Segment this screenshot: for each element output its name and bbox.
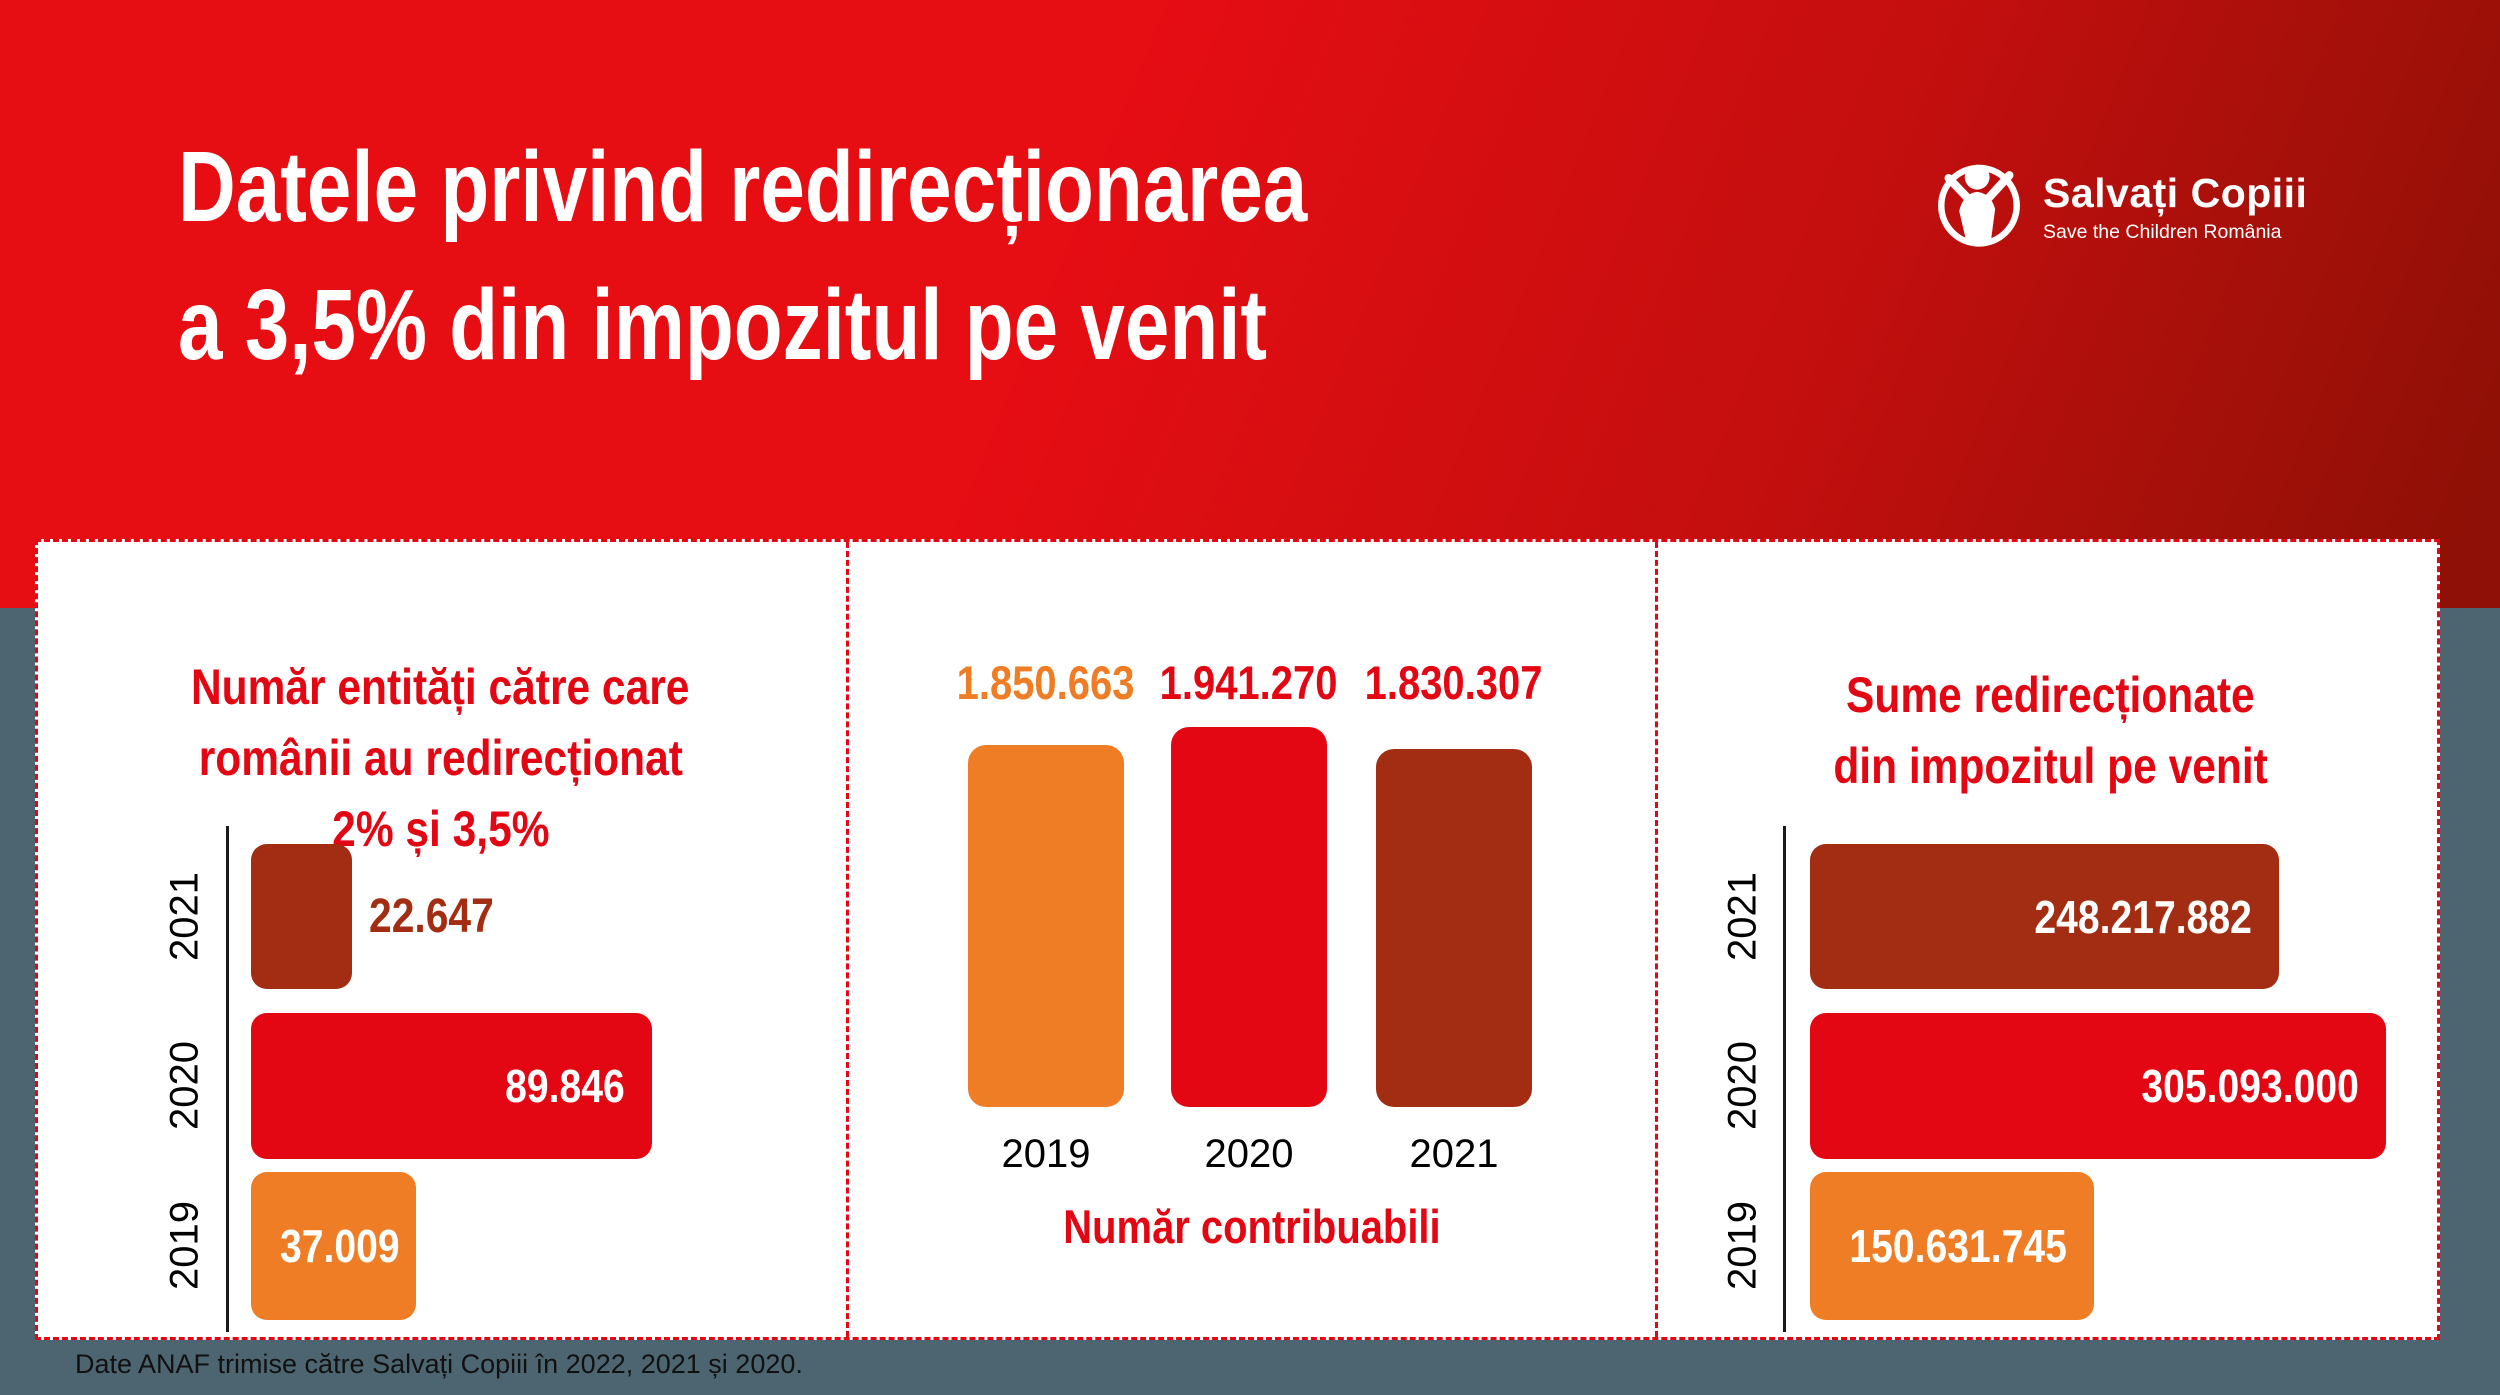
organization-logo: Salvați Copiii Save the Children România [1933,156,2307,248]
sums-year-label-2020: 2020 [1720,1041,1765,1131]
entities-value-2021: 22.647 [369,890,494,943]
sums-bar-2020: 305.093.000 [1810,1013,2386,1159]
logo-subtitle: Save the Children România [2043,221,2282,243]
contributors-year-label-2020: 2020 [1204,1132,1294,1176]
entities-bar-2020: 89.846 [251,1013,652,1159]
entities-year-label-2019: 2019 [162,1201,207,1291]
contributors-axis-title: Număr contribuabili [1063,1200,1441,1253]
charts-board: Număr entități către care românii au red… [35,539,2440,1340]
entities-value-2019: 37.009 [280,1220,400,1272]
sums-bar-2019: 150.631.745 [1810,1172,2094,1320]
panel-divider-right [1655,542,1658,1337]
sums-value-2019: 150.631.745 [1849,1220,2067,1272]
sums-year-label-2019: 2019 [1720,1201,1765,1291]
contributors-year-label-2021: 2021 [1409,1132,1499,1176]
contributors-value-2019: 1.850.663 [957,656,1135,709]
contributors-value-2020: 1.941.270 [1160,656,1338,709]
page-title-line1: Datele privind redirecționarea [178,131,1308,243]
sums-chart-axis [1783,826,1786,1332]
contributors-value-2021: 1.830.307 [1365,656,1543,709]
contributors-bar-2019 [968,745,1124,1107]
entities-bar-2021 [251,844,352,989]
sums-value-2021: 248.217.882 [2034,890,2252,943]
contributors-bar-2020 [1171,727,1327,1107]
contributors-year-label-2019: 2019 [1001,1132,1091,1176]
entities-chart-axis [226,826,229,1332]
sums-chart-title: Sume redirecționate din impozitul pe ven… [1833,667,2268,794]
entities-year-label-2020: 2020 [162,1041,207,1131]
contributors-bar-2021 [1376,749,1532,1107]
source-footnote: Date ANAF trimise către Salvați Copiii î… [75,1349,803,1379]
entities-year-label-2021: 2021 [162,872,207,961]
save-the-children-logo-icon [1938,164,2020,247]
entities-bar-2019: 37.009 [251,1172,416,1320]
panel-divider-left [846,542,849,1337]
page-title: Datele privind redirecționarea a 3,5% di… [178,118,1590,394]
logo-name: Salvați Copiii [2043,170,2308,216]
entities-value-2020: 89.846 [505,1060,625,1112]
sums-value-2020: 305.093.000 [2141,1060,2359,1112]
header: Datele privind redirecționarea a 3,5% di… [0,0,2500,608]
sums-bar-2021: 248.217.882 [1810,844,2279,989]
sums-year-label-2021: 2021 [1720,872,1765,961]
logo-text: Salvați Copiii Save the Children România [2043,156,2307,244]
entities-chart-title: Număr entități către care românii au red… [191,659,690,857]
page-title-line2: a 3,5% din impozitul pe venit [178,269,1268,381]
